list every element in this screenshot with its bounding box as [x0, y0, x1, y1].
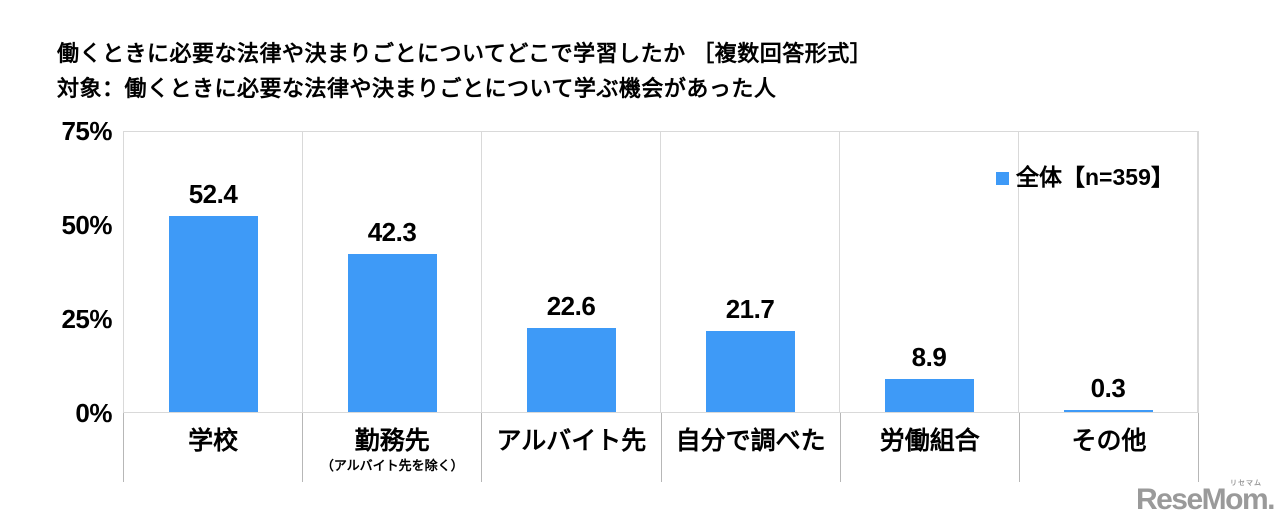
y-axis-tick-label: 75% — [61, 116, 112, 146]
bar — [705, 331, 795, 412]
category-label: 労働組合 — [879, 427, 980, 455]
y-axis-tick-label: 0% — [75, 398, 112, 428]
bar-value-label: 52.4 — [188, 179, 238, 209]
category-label: 学校 — [188, 427, 239, 455]
bar — [347, 254, 437, 412]
bar-value-label: 22.6 — [546, 291, 596, 321]
category-column: 52.4 — [124, 132, 303, 412]
bar — [884, 379, 974, 412]
legend: 全体【n=359】 — [996, 163, 1174, 191]
legend-label: 全体【n=359】 — [1016, 164, 1174, 190]
bar — [168, 216, 258, 412]
category-sublabel: （アルバイト先を除く） — [320, 458, 464, 473]
resemom-logo: リセマム ReseMom. — [1135, 480, 1276, 516]
x-axis-label-cell: 自分で調べた — [660, 413, 840, 482]
category-label: 自分で調べた — [675, 427, 826, 455]
chart-title: 働くときに必要な法律や決まりごとについてどこで学習したか ［複数回答形式］ — [57, 41, 873, 66]
category-label: 勤務先 — [354, 427, 430, 455]
bar-value-label: 0.3 — [1090, 373, 1126, 403]
x-axis-label-cell: 勤務先 （アルバイト先を除く） — [302, 413, 481, 482]
logo-ruby-text: リセマム — [1230, 480, 1262, 487]
category-column: 42.3 — [303, 132, 482, 412]
x-axis-label-cell: 労働組合 — [839, 413, 1019, 482]
bar — [1063, 410, 1153, 412]
plot-area: 52.4 42.3 22.6 21.7 8.9 0.3 全体【n=359】 — [123, 131, 1199, 413]
logo-text: ReseMom. — [1135, 483, 1276, 516]
category-column: 21.7 — [661, 132, 840, 412]
category-column: 0.3 — [1019, 132, 1198, 412]
category-label: アルバイト先 — [496, 427, 647, 455]
x-axis-label-cell: 学校 — [123, 413, 302, 482]
category-label: その他 — [1071, 427, 1147, 455]
chart-title-block: 働くときに必要な法律や決まりごとについてどこで学習したか ［複数回答形式］ 対象… — [57, 36, 872, 106]
category-column: 22.6 — [482, 132, 661, 412]
y-axis-tick-label: 50% — [61, 210, 112, 240]
y-axis-tick-label: 25% — [61, 304, 112, 334]
x-axis-category-labels: 学校 勤務先 （アルバイト先を除く） アルバイト先 自分で調べた 労働組合 その他 — [123, 413, 1199, 482]
bar-value-label: 8.9 — [911, 342, 947, 372]
chart-subtitle: 対象：働くときに必要な法律や決まりごとについて学ぶ機会があった人 — [57, 76, 777, 101]
bar-value-label: 42.3 — [367, 217, 417, 247]
legend-marker-icon — [996, 171, 1009, 185]
x-axis-label-cell: アルバイト先 — [481, 413, 660, 482]
category-column: 8.9 — [840, 132, 1019, 412]
x-axis-label-cell: その他 — [1018, 413, 1198, 482]
bar — [526, 328, 616, 412]
bar-value-label: 21.7 — [725, 294, 775, 324]
